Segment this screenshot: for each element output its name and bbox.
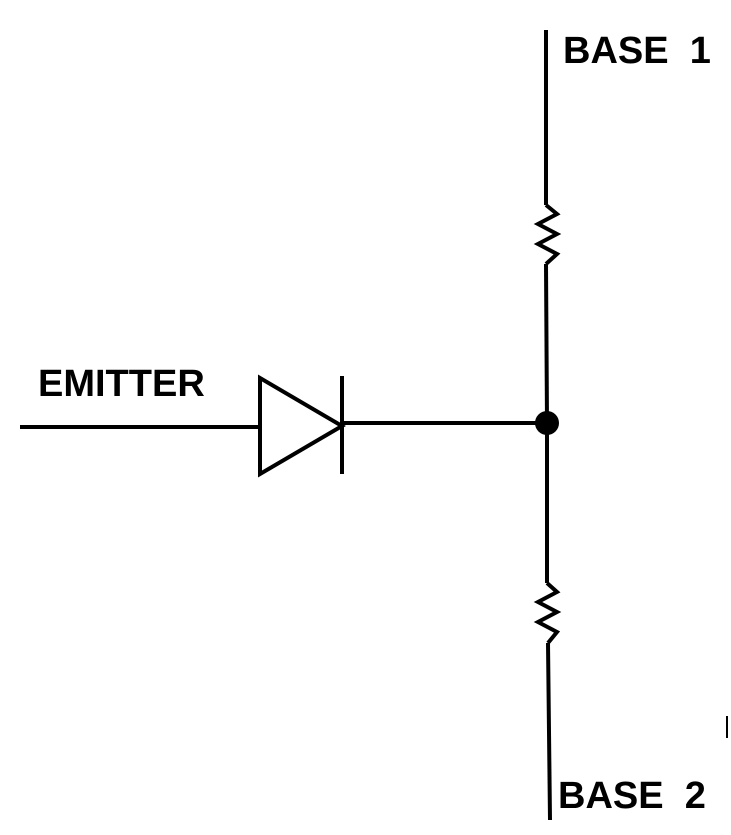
upper-resistor — [533, 203, 562, 266]
base1-label: BASE 1 — [563, 30, 711, 72]
base2-label: BASE 2 — [558, 775, 706, 817]
emitter-label: EMITTER — [38, 363, 205, 405]
edge-speck — [726, 716, 728, 738]
diode-triangle — [258, 374, 346, 478]
base2-wire — [546, 642, 552, 821]
lower-resistor — [533, 581, 562, 645]
upper-resistor-to-junction-wire — [544, 263, 549, 424]
